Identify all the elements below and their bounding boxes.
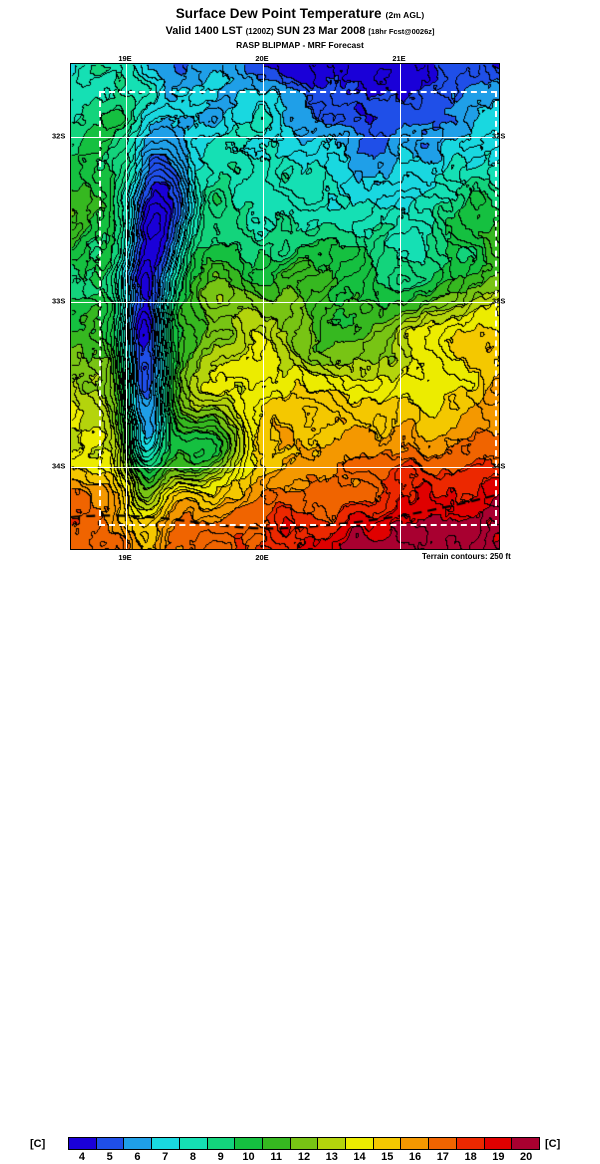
- colorbar-tick-12: 12: [297, 1151, 311, 1163]
- colorbar-swatch-5: [96, 1138, 125, 1149]
- colorbar-swatch-18: [456, 1138, 485, 1149]
- colorbar-tick-7: 7: [162, 1151, 169, 1163]
- colorbar-swatch-19: [484, 1138, 513, 1149]
- colorbar-unit-right: [C]: [545, 1138, 561, 1150]
- colorbar-tick-14: 14: [353, 1151, 366, 1163]
- colorbar-swatch-12: [290, 1138, 319, 1149]
- colorbar-tick-16: 16: [408, 1151, 422, 1163]
- axis-label-right-32s: 32S: [492, 131, 506, 141]
- valid-time-line: Valid 1400 LST (1200Z) SUN 23 Mar 2008 […: [0, 24, 600, 39]
- colorbar-swatch-10: [235, 1138, 263, 1149]
- colorbar-tick-10: 10: [242, 1151, 255, 1163]
- map-frame[interactable]: [70, 63, 500, 550]
- axis-label-bottom-20e: 20E: [255, 553, 269, 562]
- valid-date: SUN 23 Mar 2008: [276, 25, 366, 37]
- colorbar-swatch-13: [318, 1138, 347, 1149]
- colorbar-unit-left: [C]: [30, 1138, 46, 1150]
- valid-time-zulu: (1200Z): [245, 27, 274, 36]
- colorbar-swatch-4: [69, 1138, 97, 1149]
- valid-time-local: Valid 1400 LST: [165, 25, 243, 37]
- title-block: Surface Dew Point Temperature (2m AGL) V…: [0, 6, 600, 51]
- model-source-label: RASP BLIPMAP - MRF Forecast: [236, 40, 364, 50]
- colorbar-swatch-7: [152, 1138, 180, 1149]
- colorbar-swatch-17: [429, 1138, 457, 1149]
- colorbar-tick-8: 8: [189, 1151, 196, 1163]
- colorbar-tick-labels: 4 5 6 7 8 9 10 11 12 13 14 15 16 17 18 19 20: [68, 1150, 540, 1164]
- colorbar-tick-20: 20: [519, 1151, 533, 1163]
- colorbar-swatch-8: [179, 1138, 208, 1149]
- colorbar-tick-6: 6: [134, 1151, 141, 1163]
- colorbar-tick-13: 13: [325, 1151, 338, 1163]
- axis-label-top-20e: 20E: [255, 54, 269, 63]
- colorbar-tick-11: 11: [270, 1151, 283, 1163]
- colorbar-legend: [C] [C] 4 5 6 7 8 9 10 11 12 13 14 15 16 17 18 19 20: [0, 566, 600, 1163]
- axis-label-bottom-19e: 19E: [118, 553, 132, 562]
- colorbar-swatches: [68, 1137, 540, 1150]
- axis-label-top-19e: 19E: [118, 54, 132, 63]
- colorbar-swatch-9: [207, 1138, 236, 1149]
- colorbar-swatch-14: [346, 1138, 374, 1149]
- axis-label-left-34s: 34S: [52, 461, 66, 471]
- axis-label-left-33s: 33S: [52, 296, 66, 306]
- colorbar-swatch-15: [373, 1138, 402, 1149]
- colorbar-tick-17: 17: [436, 1151, 449, 1163]
- axis-label-top-21e: 21E: [392, 54, 406, 63]
- page-title: Surface Dew Point Temperature (2m AGL): [0, 6, 600, 23]
- colorbar-swatch-16: [401, 1138, 430, 1149]
- title-main-text: Surface Dew Point Temperature: [175, 6, 382, 21]
- axis-label-right-34s: 34S: [492, 461, 506, 471]
- colorbar-swatch-20: [512, 1138, 539, 1149]
- colorbar-swatch-6: [124, 1138, 153, 1149]
- colorbar-swatch-11: [262, 1138, 291, 1149]
- colorbar-tick-18: 18: [464, 1151, 477, 1163]
- title-level-suffix: (2m AGL): [385, 10, 425, 20]
- axis-label-left-32s: 32S: [52, 131, 66, 141]
- colorbar-tick-15: 15: [381, 1151, 394, 1163]
- colorbar-tick-5: 5: [106, 1151, 113, 1163]
- dewpoint-heatmap-canvas: [71, 64, 499, 549]
- forecast-tag: [18hr Fcst@0026z]: [368, 27, 435, 36]
- colorbar-tick-4: 4: [78, 1151, 85, 1163]
- colorbar-tick-9: 9: [217, 1151, 224, 1163]
- axis-label-right-33s: 33S: [492, 296, 506, 306]
- terrain-contour-note: Terrain contours: 250 ft: [422, 552, 511, 561]
- colorbar-tick-19: 19: [492, 1151, 505, 1163]
